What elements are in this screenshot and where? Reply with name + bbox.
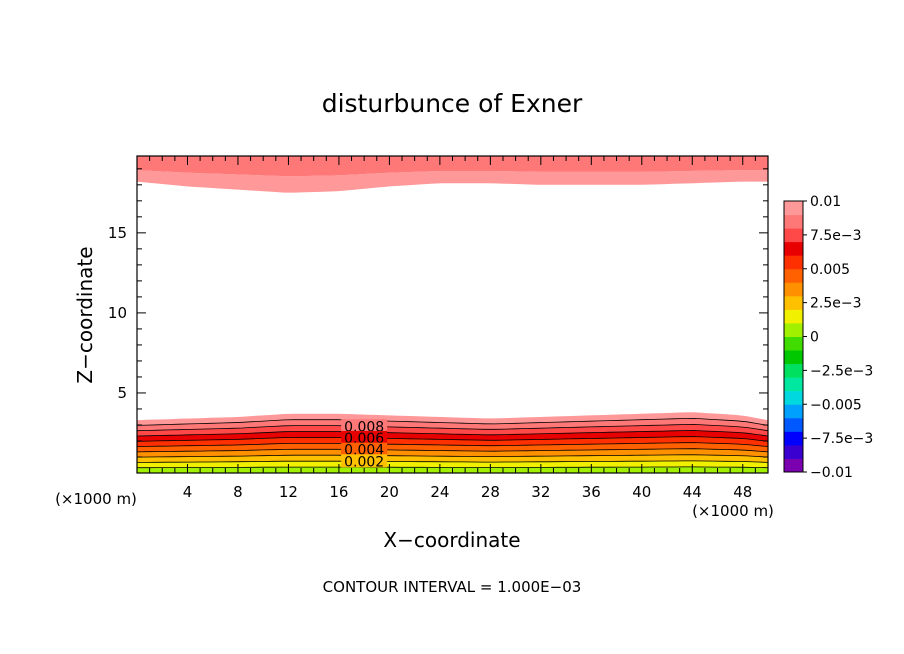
contour-band [137,418,768,431]
x-tick-label: 44 [683,483,702,501]
contour-label-bg [341,454,388,468]
x-tick-label: 48 [733,483,752,501]
colorbar-tick-label: 2.5e−3 [810,296,862,312]
contour-band [137,412,768,426]
contour-label-bg [341,430,388,444]
plot-field [137,156,768,473]
colorbar-labels: 0.01 7.5e−3 0.005 2.5e−3 0 −2.5e−3 −0.005 −7.5e… [803,194,873,481]
contour-label-bg [341,419,388,433]
x-tick-label: 40 [632,483,651,501]
colorbar-swatch [784,241,803,256]
colorbar-tick-label: 0.005 [810,262,850,278]
contour-band [137,430,768,442]
y-tick-label: 5 [117,384,127,402]
colorbar-tick-label: −0.01 [810,465,853,481]
x-tick-label: 8 [233,483,243,501]
contour-line [136,448,769,453]
x-tick-label: 32 [531,483,550,501]
x-tick-labels: 4 8 12 16 20 24 28 32 36 40 44 48 [183,483,753,501]
colorbar-swatch [784,228,803,243]
colorbar-swatch [784,458,803,473]
colorbar-tick-label: −0.005 [810,397,862,413]
colorbar-tick-label: −2.5e−3 [810,363,873,379]
contour-line [136,423,769,432]
contour-band [137,460,768,468]
colorbar-swatch [784,268,803,283]
axis-ticks [137,156,768,473]
colorbar-swatch [784,309,803,324]
x-unit-left: (×1000 m) [55,490,137,508]
y-tick-label: 15 [108,224,127,242]
contour-band [137,436,768,447]
y-tick-labels: 5 10 15 [108,224,127,402]
y-axis-label: Z−coordinate [73,246,97,383]
colorbar-swatch [784,214,803,229]
colorbar-tick-label: 0.01 [810,194,841,210]
colorbar-swatch [784,390,803,405]
colorbar-swatch [784,295,803,310]
colorbar-swatch [784,417,803,432]
contour-band-upper [137,156,768,177]
colorbar-tick-label: 0 [810,330,819,346]
contour-lines [136,417,769,469]
contour-band [137,454,768,463]
colorbar-swatch [784,404,803,419]
contour-band-upper [137,170,768,193]
contour-line [136,430,769,437]
contour-line [136,436,769,442]
x-tick-label: 16 [329,483,348,501]
x-tick-label: 28 [481,483,500,501]
contour-line [136,454,769,458]
x-tick-label: 36 [582,483,601,501]
contour-line [136,417,769,426]
colorbar-swatch [784,350,803,365]
colorbar-swatch [784,431,803,446]
colorbar-swatch [784,444,803,459]
x-unit-right: (×1000 m) [692,502,774,520]
y-tick-label: 10 [108,304,127,322]
x-tick-label: 12 [279,483,298,501]
chart-title: disturbunce of Exner [322,89,583,118]
contour-line [137,466,769,469]
colorbar-swatch [784,363,803,378]
x-tick-label: 24 [430,483,449,501]
contour-label-bg [341,442,388,456]
x-tick-label: 20 [380,483,399,501]
x-tick-label: 4 [183,483,193,501]
contour-band [137,424,768,436]
colorbar-swatch [784,255,803,270]
colorbar-swatch [784,336,803,351]
contour-label: 0.002 [344,454,384,470]
colorbar-tick-label: 7.5e−3 [810,228,862,244]
colorbar-swatch [784,201,803,216]
colorbar [783,200,804,473]
contour-interval-note: CONTOUR INTERVAL = 1.000E−03 [323,578,582,596]
x-axis-label: X−coordinate [383,528,520,552]
colorbar-swatch [784,322,803,337]
colorbar-swatch [784,377,803,392]
contour-line [137,460,769,463]
colorbar-tick-label: −7.5e−3 [810,431,873,447]
colorbar-swatch [784,282,803,297]
contour-line [136,442,769,447]
